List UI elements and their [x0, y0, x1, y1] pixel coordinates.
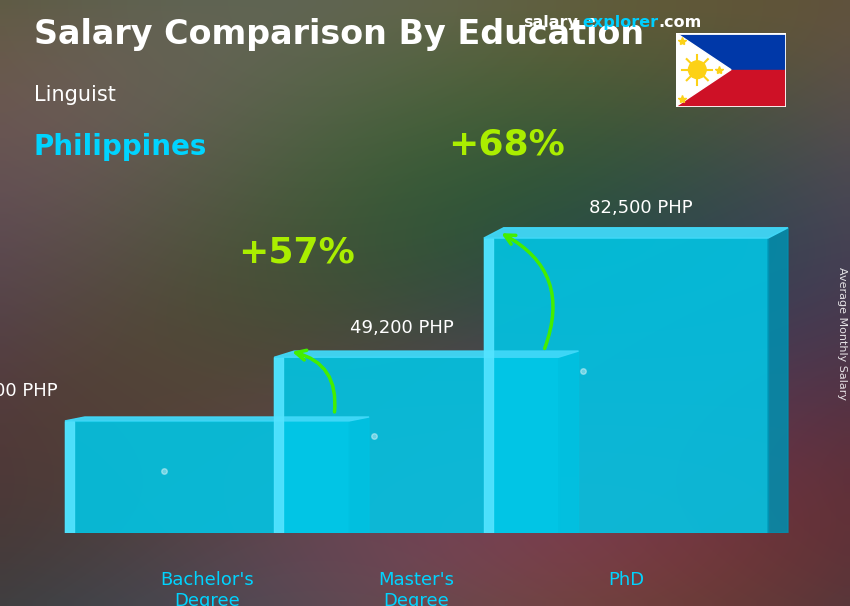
Polygon shape — [484, 238, 493, 533]
Polygon shape — [768, 228, 788, 533]
Text: Master's
Degree: Master's Degree — [378, 571, 455, 606]
Circle shape — [688, 61, 706, 79]
Text: explorer: explorer — [582, 15, 659, 30]
Text: .com: .com — [659, 15, 702, 30]
Text: salary: salary — [523, 15, 578, 30]
Polygon shape — [65, 421, 349, 533]
Polygon shape — [65, 421, 74, 533]
Polygon shape — [484, 228, 788, 238]
Text: Salary Comparison By Education: Salary Comparison By Education — [34, 18, 644, 51]
Text: +57%: +57% — [239, 235, 355, 269]
Text: Average Monthly Salary: Average Monthly Salary — [837, 267, 847, 400]
Text: Linguist: Linguist — [34, 85, 116, 105]
Polygon shape — [275, 351, 579, 357]
Polygon shape — [676, 33, 786, 70]
Text: +68%: +68% — [448, 127, 564, 161]
Polygon shape — [275, 357, 558, 533]
Polygon shape — [676, 33, 731, 107]
Polygon shape — [484, 238, 768, 533]
Text: 31,400 PHP: 31,400 PHP — [0, 382, 58, 400]
Polygon shape — [275, 357, 283, 533]
Text: 49,200 PHP: 49,200 PHP — [349, 319, 453, 336]
Text: 82,500 PHP: 82,500 PHP — [589, 199, 693, 218]
Polygon shape — [676, 70, 786, 107]
Text: Philippines: Philippines — [34, 133, 207, 161]
Text: PhD: PhD — [608, 571, 644, 589]
Text: Bachelor's
Degree: Bachelor's Degree — [160, 571, 254, 606]
Polygon shape — [349, 417, 369, 533]
Polygon shape — [65, 417, 369, 421]
Polygon shape — [558, 351, 579, 533]
